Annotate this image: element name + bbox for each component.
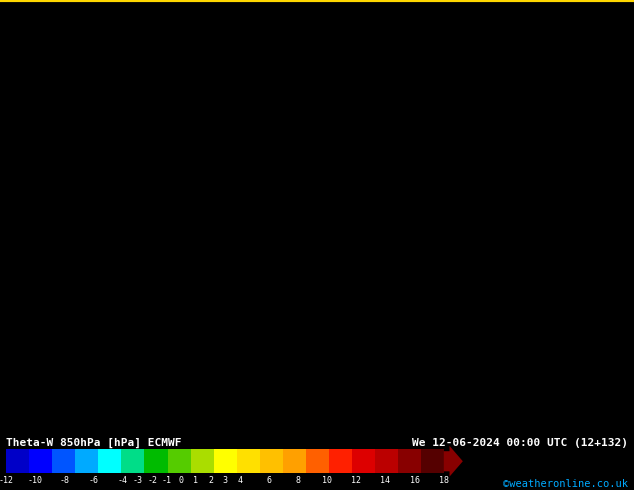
Text: -3: -3 bbox=[133, 476, 143, 486]
Bar bbox=[29, 449, 53, 473]
FancyArrow shape bbox=[444, 446, 463, 477]
Bar bbox=[122, 449, 145, 473]
Text: 16: 16 bbox=[410, 476, 420, 486]
Text: -12: -12 bbox=[0, 476, 14, 486]
Text: Theta-W 850hPa [hPa] ECMWF: Theta-W 850hPa [hPa] ECMWF bbox=[6, 438, 182, 448]
Text: 0: 0 bbox=[179, 476, 184, 486]
Text: -4: -4 bbox=[118, 476, 128, 486]
Bar bbox=[75, 449, 98, 473]
Text: 1: 1 bbox=[193, 476, 198, 486]
Bar bbox=[421, 449, 444, 473]
Bar bbox=[398, 449, 421, 473]
Text: 4: 4 bbox=[237, 476, 242, 486]
Bar bbox=[167, 449, 191, 473]
Text: 10: 10 bbox=[322, 476, 332, 486]
Text: -8: -8 bbox=[60, 476, 70, 486]
Text: 6: 6 bbox=[266, 476, 271, 486]
Bar bbox=[191, 449, 214, 473]
Bar bbox=[98, 449, 122, 473]
Bar bbox=[214, 449, 236, 473]
Text: 8: 8 bbox=[295, 476, 301, 486]
Text: 3: 3 bbox=[223, 476, 228, 486]
Text: ©weatheronline.co.uk: ©weatheronline.co.uk bbox=[503, 479, 628, 489]
Text: 12: 12 bbox=[351, 476, 361, 486]
Text: We 12-06-2024 00:00 UTC (12+132): We 12-06-2024 00:00 UTC (12+132) bbox=[411, 438, 628, 448]
Bar bbox=[283, 449, 306, 473]
Text: 2: 2 bbox=[208, 476, 213, 486]
Bar bbox=[145, 449, 167, 473]
Bar bbox=[375, 449, 398, 473]
Bar bbox=[259, 449, 283, 473]
Text: -6: -6 bbox=[89, 476, 99, 486]
Bar bbox=[328, 449, 352, 473]
Text: -2: -2 bbox=[147, 476, 157, 486]
Bar bbox=[6, 449, 29, 473]
Text: -1: -1 bbox=[162, 476, 172, 486]
Bar bbox=[352, 449, 375, 473]
Bar bbox=[306, 449, 328, 473]
Text: -10: -10 bbox=[28, 476, 43, 486]
Bar bbox=[236, 449, 259, 473]
Text: 18: 18 bbox=[439, 476, 449, 486]
Text: 14: 14 bbox=[380, 476, 391, 486]
Bar bbox=[53, 449, 75, 473]
